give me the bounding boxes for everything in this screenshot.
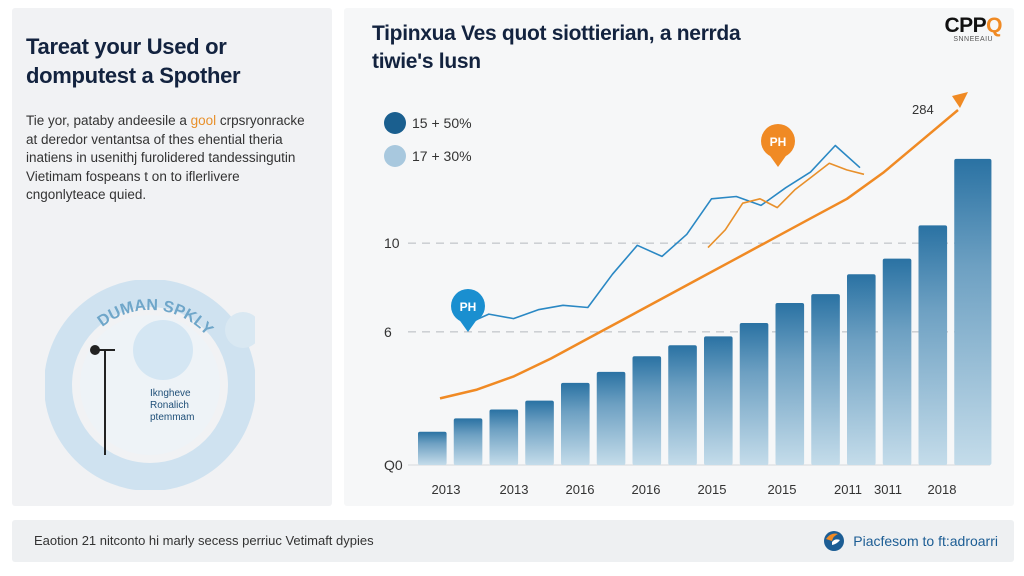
logo-subtitle: SNNEEAIU [953, 36, 994, 43]
y-tick-label: 6 [384, 324, 392, 340]
ring-illustration: DUMAN SPKLY [45, 280, 255, 490]
legend-item: 17 + 30% [384, 145, 472, 167]
y-tick-label: 10 [384, 235, 400, 251]
y-tick-label: Q0 [384, 457, 403, 473]
bar [561, 382, 590, 465]
bar [453, 418, 483, 465]
bar [704, 336, 733, 465]
ring-bubble [133, 320, 193, 380]
ring-band [45, 280, 255, 490]
x-tick-label: 2015 [768, 482, 797, 497]
bar [418, 431, 447, 465]
bar [632, 356, 662, 465]
legend-swatch [384, 112, 406, 134]
ring-label-line: ptemmam [150, 412, 195, 423]
ring-label: Ikngheve Ronalich ptemmam [150, 388, 194, 424]
body-highlight: gool [190, 113, 217, 128]
trend-arrow-icon [952, 92, 968, 108]
pin-tail [768, 153, 788, 167]
legend-label: 17 + 30% [412, 148, 472, 164]
bar [525, 400, 554, 465]
pin-label: PH [770, 135, 787, 149]
annotation-label: 284 [912, 102, 934, 117]
bar [489, 409, 519, 465]
pin-head [761, 124, 795, 158]
x-tick-label: 2016 [632, 482, 661, 497]
logo-brand: CPPQ [944, 14, 1002, 37]
bar [954, 158, 992, 465]
legend-label: 15 + 50% [412, 115, 472, 131]
footer-text: Eaotion 21 nitconto hi marly secess perr… [34, 533, 374, 548]
bar [775, 303, 805, 465]
x-tick-label: 3011 [874, 482, 902, 497]
footer-link[interactable]: Piacfesom to ft:adroarri [823, 530, 998, 552]
bar [668, 345, 697, 465]
legend-item: 15 + 50% [384, 112, 472, 134]
cppq-logo: CPPQ SNNEEAIU [944, 14, 1002, 43]
series-line-trend [439, 109, 959, 400]
pin-tail [458, 318, 478, 332]
brand-swirl-icon [824, 531, 845, 551]
body-text: Tie yor, pataby andeesile a [26, 113, 191, 128]
map-pin-icon: PH [451, 289, 485, 332]
footer-bar [12, 520, 1014, 562]
left-panel-title: Tareat your Used or domputest a Spother [26, 34, 241, 88]
bar [918, 225, 948, 465]
x-tick-label: 2016 [566, 482, 595, 497]
bar [882, 258, 912, 465]
pointer-dot-icon [90, 345, 100, 355]
bar [811, 294, 840, 465]
series-line-17-30- [707, 162, 865, 249]
pin-label: PH [460, 300, 477, 314]
x-tick-label: 2013 [500, 482, 529, 497]
body-text-rest: crpsryonracke at deredor ventantsa of th… [26, 113, 305, 202]
left-panel-body: Tie yor, pataby andeesile a gool crpsryo… [26, 112, 316, 205]
legend-swatch [384, 145, 406, 167]
x-tick-label: 2011 [834, 482, 862, 497]
series-line-15-50- [463, 144, 861, 326]
bar [596, 371, 626, 465]
bar [739, 323, 769, 465]
pin-head [451, 289, 485, 323]
bar [847, 274, 876, 465]
x-tick-label: 2013 [432, 482, 461, 497]
x-tick-label: 2015 [698, 482, 727, 497]
x-tick-label: 2018 [928, 482, 957, 497]
chart-title: Tipinxua Ves quot siottierian, a nerrda … [372, 22, 741, 73]
ring-label-line: Ikngheve [150, 388, 191, 399]
ring-label-line: Ronalich [150, 400, 189, 411]
ring-bubble-small [225, 312, 255, 348]
footer-link-label[interactable]: Piacfesom to ft:adroarri [853, 533, 998, 549]
map-pin-icon: PH [761, 124, 795, 167]
